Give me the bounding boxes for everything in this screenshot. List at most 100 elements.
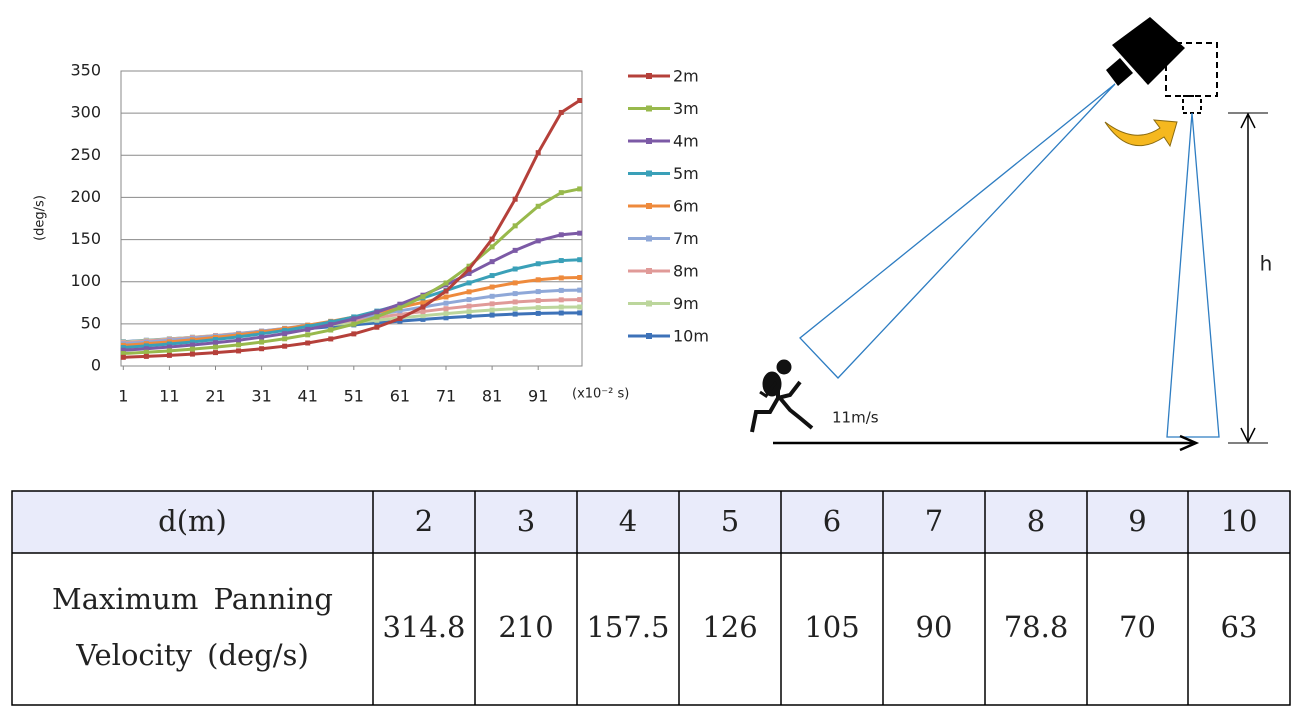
legend-marker: [646, 268, 652, 274]
point-marker: [397, 305, 403, 311]
point-marker: [443, 306, 449, 312]
point-marker: [420, 316, 426, 322]
point-marker: [259, 339, 265, 345]
point-marker: [489, 293, 495, 299]
legend-label: 8m: [673, 262, 699, 281]
y-tick-label: 350: [70, 61, 101, 80]
y-tick-label: 300: [70, 103, 101, 122]
point-marker: [397, 301, 403, 307]
point-marker: [120, 347, 126, 353]
point-marker: [466, 263, 472, 269]
header-cell: 3: [517, 504, 535, 538]
header-cell: 6: [823, 504, 841, 538]
point-marker: [120, 345, 126, 351]
legend-label: 3m: [673, 99, 699, 118]
point-marker: [328, 327, 334, 333]
point-marker: [535, 298, 541, 304]
y-tick-label: 0: [91, 356, 101, 375]
point-marker: [120, 351, 126, 357]
point-marker: [558, 310, 564, 316]
point-marker: [512, 223, 518, 229]
point-marker: [512, 299, 518, 305]
point-marker: [512, 311, 518, 317]
point-marker: [512, 280, 518, 286]
y-tick-label: 150: [70, 229, 101, 248]
legend-marker: [646, 170, 652, 177]
point-marker: [259, 346, 265, 352]
point-marker: [466, 266, 472, 272]
point-marker: [466, 289, 472, 295]
point-marker: [558, 232, 564, 238]
point-marker: [282, 343, 288, 349]
point-marker: [166, 341, 172, 347]
point-marker: [166, 344, 172, 350]
point-marker: [397, 311, 403, 317]
legend-label: 5m: [673, 164, 699, 183]
point-marker: [213, 350, 219, 356]
table-cell: 90: [916, 610, 953, 644]
point-marker: [512, 247, 518, 253]
point-marker: [577, 98, 583, 103]
point-marker: [351, 331, 357, 337]
table-border: [11, 490, 1291, 706]
point-marker: [351, 316, 357, 322]
point-marker: [466, 309, 472, 315]
table-cell: 157.5: [586, 610, 669, 644]
table-cell: 314.8: [382, 610, 465, 644]
point-marker: [466, 303, 472, 309]
point-marker: [558, 287, 564, 293]
legend-label: 9m: [673, 294, 699, 313]
header-cell: 2: [415, 504, 433, 538]
point-marker: [489, 236, 495, 242]
point-marker: [189, 351, 195, 357]
point-marker: [420, 304, 426, 310]
point-marker: [282, 336, 288, 342]
legend-label: 7m: [673, 229, 699, 248]
point-marker: [305, 332, 311, 338]
point-marker: [328, 319, 334, 325]
point-marker: [351, 321, 357, 327]
point-marker: [120, 354, 126, 360]
point-marker: [374, 309, 380, 315]
legend-label: 6m: [673, 197, 699, 216]
runner: [750, 359, 814, 433]
point-marker: [236, 348, 242, 354]
arrow-head: [1240, 112, 1256, 444]
point-marker: [143, 343, 149, 349]
row-label: Maximum Panning: [52, 582, 333, 616]
point-marker: [236, 342, 242, 348]
point-marker: [259, 334, 265, 340]
point-marker: [305, 326, 311, 332]
point-marker: [213, 337, 219, 343]
point-marker: [577, 287, 583, 293]
x-tick-label: 41: [298, 387, 318, 406]
point-marker: [535, 305, 541, 311]
legend-label: 10m: [673, 327, 709, 346]
point-marker: [577, 297, 583, 303]
point-marker: [512, 291, 518, 297]
x-tick-label: 91: [528, 387, 548, 406]
diagram: h 11m/s: [750, 17, 1272, 452]
point-marker: [489, 284, 495, 290]
point-marker: [577, 275, 583, 280]
camera-lens: [1106, 58, 1133, 86]
y-tick-label: 200: [70, 187, 101, 206]
point-marker: [466, 270, 472, 276]
row-label: Velocity (deg/s): [75, 638, 309, 672]
point-marker: [535, 277, 541, 283]
point-marker: [489, 312, 495, 318]
legend-marker: [646, 333, 652, 339]
header-cell: 10: [1221, 504, 1258, 538]
x-tick-label: 31: [251, 387, 271, 406]
header-cell: 9: [1128, 504, 1146, 538]
lens-outline: [1182, 95, 1202, 114]
arrow-head: [1179, 434, 1200, 452]
point-marker: [374, 314, 380, 320]
point-marker: [305, 323, 311, 329]
legend-marker: [646, 105, 652, 112]
point-marker: [577, 304, 583, 310]
x-tick-label: 11: [159, 387, 179, 406]
point-marker: [420, 309, 426, 315]
